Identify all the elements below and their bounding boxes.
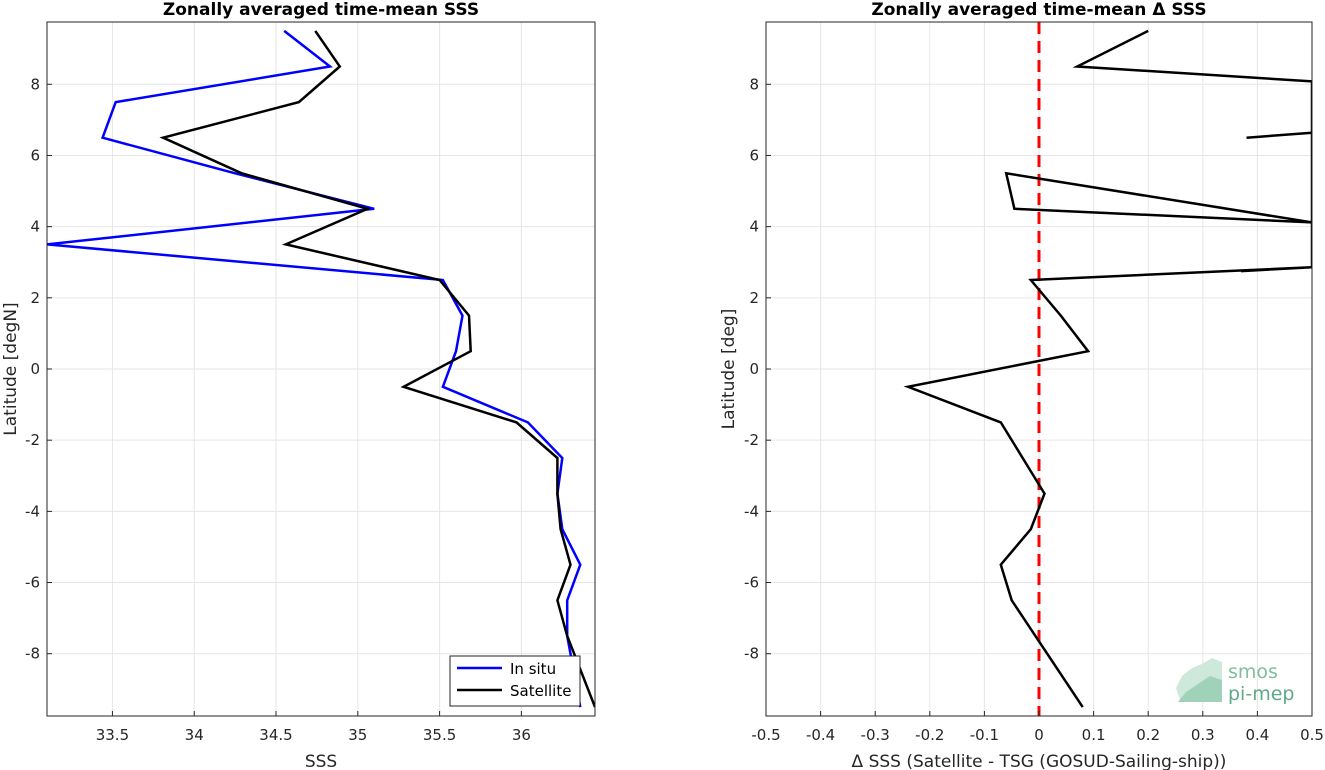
y-tick-label: 0 xyxy=(749,360,759,378)
legend: In situ Satellite xyxy=(449,655,581,707)
y-tick-label: 6 xyxy=(30,146,40,164)
x-tick-label: 36 xyxy=(512,726,531,744)
y-tick-label: -6 xyxy=(744,574,759,592)
logo-text-smos: smos xyxy=(1228,661,1278,683)
x-tick-label: 35.5 xyxy=(423,726,456,744)
y-tick-label: 6 xyxy=(749,146,759,164)
x-tick-label: 0.2 xyxy=(1136,726,1160,744)
x-tick-label: -0.3 xyxy=(861,726,890,744)
y-tick-label: -6 xyxy=(25,574,40,592)
panel-title-sss: Zonally averaged time-mean SSS xyxy=(163,0,479,20)
y-tick-label: -4 xyxy=(25,502,40,520)
x-tick-label: 0.4 xyxy=(1245,726,1269,744)
y-tick-label: 0 xyxy=(30,360,40,378)
x-tick-label: 33.5 xyxy=(96,726,129,744)
y-tick-label: -8 xyxy=(25,645,40,663)
x-tick-label: 0.1 xyxy=(1082,726,1106,744)
y-axis-label-delta-sss: Latitude [deg] xyxy=(719,309,739,430)
x-tick-label: 35 xyxy=(348,726,367,744)
legend-label-satellite: Satellite xyxy=(510,682,571,700)
y-tick-label: 2 xyxy=(30,289,40,307)
x-tick-label: -0.5 xyxy=(751,726,780,744)
series-line-1-0 xyxy=(903,29,1312,708)
y-tick-label: -2 xyxy=(25,431,40,449)
sss-panel: Zonally averaged time-mean SSS 33.5 34 34.… xyxy=(1,0,596,770)
legend-label-in-situ: In situ xyxy=(510,660,556,678)
x-tick-label: 34.5 xyxy=(259,726,292,744)
y-tick-label: 8 xyxy=(30,75,40,93)
y-tick-label: -2 xyxy=(744,431,759,449)
x-tick-label: -0.2 xyxy=(915,726,944,744)
panel-title-delta-sss: Zonally averaged time-mean Δ SSS xyxy=(871,0,1206,20)
series-line-0-0 xyxy=(47,29,582,708)
legend-box xyxy=(449,655,581,707)
y-tick-label: -8 xyxy=(744,645,759,663)
y-tick-label: 4 xyxy=(30,218,40,236)
delta-sss-panel: Zonally averaged time-mean Δ SSS -0.5 -0.… xyxy=(719,0,1324,770)
series-line-0-1 xyxy=(159,30,595,708)
logo-wave-front-icon xyxy=(1178,676,1222,702)
x-tick-label: 0.5 xyxy=(1300,726,1324,744)
y-tick-label: -4 xyxy=(744,502,759,520)
x-tick-label: 34 xyxy=(185,726,204,744)
y-tick-label: 8 xyxy=(749,75,759,93)
x-tick-label: 0.3 xyxy=(1191,726,1215,744)
x-axis-label-sss: SSS xyxy=(305,752,337,770)
x-tick-label: -0.4 xyxy=(806,726,835,744)
x-tick-label: 0 xyxy=(1034,726,1044,744)
y-axis-label-sss: Latitude [degN] xyxy=(1,302,21,435)
y-tick-label: 4 xyxy=(749,218,759,236)
y-tick-label: 2 xyxy=(749,289,759,307)
smos-pi-mep-logo: smos pi-mep xyxy=(1176,658,1294,705)
x-axis-label-delta-sss: Δ SSS (Satellite - TSG (GOSUD-Sailing-sh… xyxy=(852,752,1227,770)
logo-text-pi-mep: pi-mep xyxy=(1228,683,1294,705)
x-tick-label: -0.1 xyxy=(970,726,999,744)
